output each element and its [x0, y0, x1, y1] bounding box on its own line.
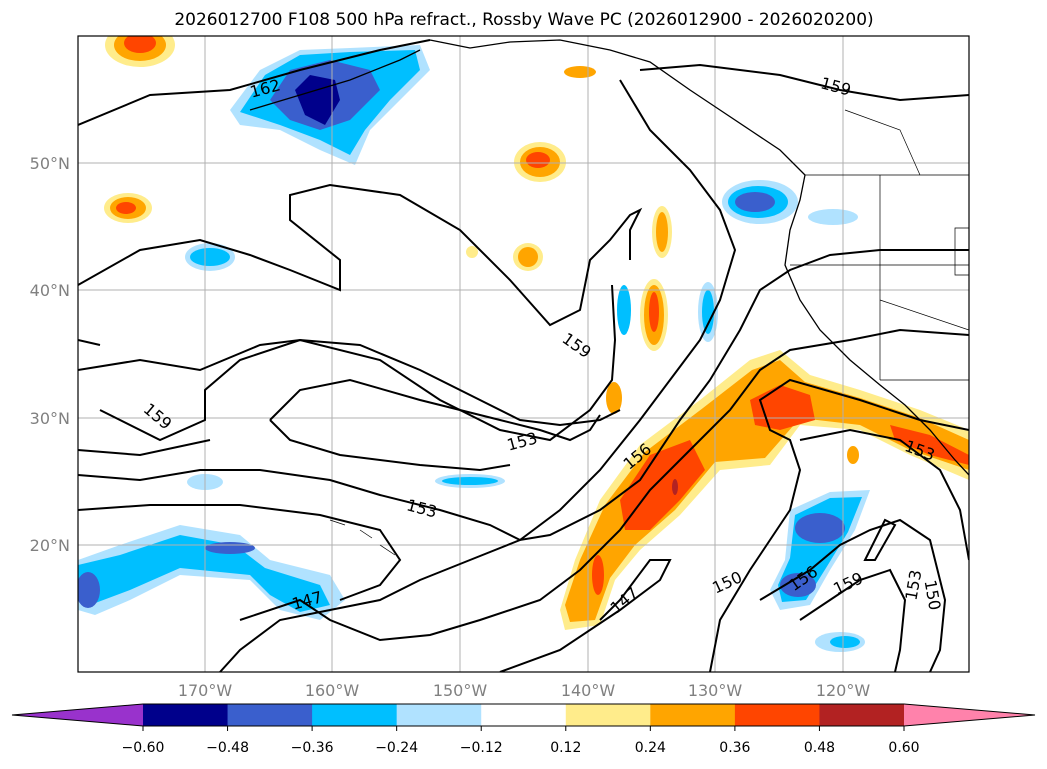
colorbar-segment — [312, 704, 398, 726]
colorbar: −0.60 −0.48 −0.36 −0.24 −0.12 0.12 0.24 0.36 0.4… — [11, 703, 1036, 756]
figure-title: 2026012700 F108 500 hPa refract., Rossby… — [174, 10, 873, 30]
lat-label: 40°N — [30, 281, 70, 300]
height-contours — [78, 39, 969, 672]
colorbar-tick-label: −0.48 — [206, 740, 249, 756]
colorbar-tick-label: −0.36 — [291, 740, 334, 756]
colorbar-segment — [481, 704, 567, 726]
colorbar-segment — [396, 704, 482, 726]
colorbar-tick-label: −0.60 — [122, 740, 165, 756]
map-panel: 162 159 159 159 153 156 153 147 147 150 … — [78, 36, 969, 672]
map-frame — [77, 35, 970, 673]
colorbar-segment — [734, 704, 820, 726]
coastlines — [249, 39, 969, 556]
lat-label: 50°N — [30, 154, 70, 173]
colorbar-tick-label: 0.60 — [888, 740, 919, 756]
lon-label: 120°W — [816, 681, 871, 700]
lat-label: 30°N — [30, 409, 70, 428]
anomaly-fills — [78, 36, 969, 652]
lon-label: 140°W — [561, 681, 616, 700]
lat-axis-labels: 50°N 40°N 30°N 20°N — [30, 154, 70, 555]
colorbar-segment — [227, 704, 313, 726]
colorbar-extend-max — [904, 704, 1035, 726]
colorbar-segment — [650, 704, 736, 726]
gridlines — [78, 36, 969, 672]
colorbar-segment — [565, 704, 651, 726]
colorbar-tick-label: 0.12 — [550, 740, 581, 756]
lon-label: 150°W — [433, 681, 488, 700]
colorbar-tick-label: −0.12 — [460, 740, 503, 756]
lon-label: 170°W — [178, 681, 233, 700]
colorbar-tick-label: 0.36 — [719, 740, 750, 756]
colorbar-tick-label: −0.24 — [375, 740, 418, 756]
lon-axis-labels: 170°W 160°W 150°W 140°W 130°W 120°W — [178, 681, 871, 700]
colorbar-tick-label: 0.48 — [804, 740, 835, 756]
colorbar-extend-min — [12, 704, 143, 726]
colorbar-segment — [819, 704, 905, 726]
colorbar-tick-label: 0.24 — [635, 740, 666, 756]
colorbar-segment — [143, 704, 229, 726]
lon-label: 160°W — [305, 681, 360, 700]
lat-label: 20°N — [30, 536, 70, 555]
lon-label: 130°W — [688, 681, 743, 700]
